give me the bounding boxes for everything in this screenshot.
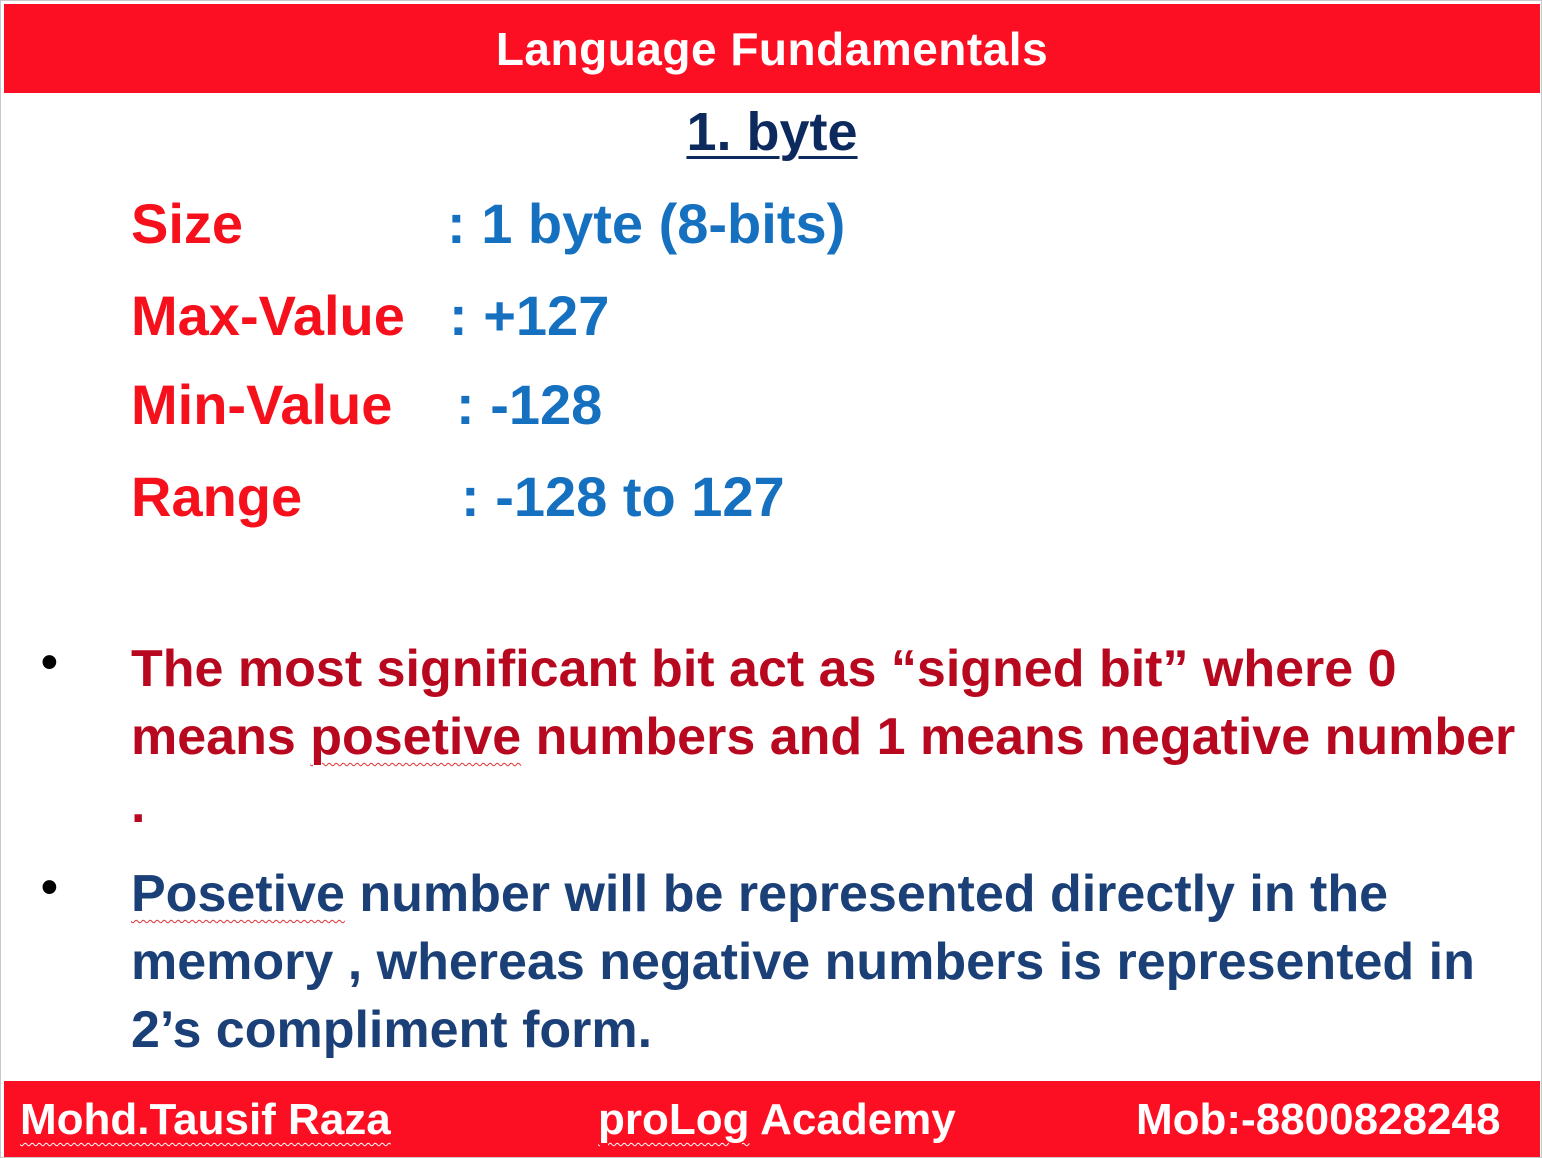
spec-value: : -128	[456, 373, 603, 436]
misspelled-word: posetive	[310, 708, 522, 766]
spec-value: : +127	[449, 284, 610, 347]
section-heading: 1. byte	[686, 102, 858, 162]
footer-academy-brand: proLog	[598, 1095, 750, 1144]
footer-academy: proLog Academy	[598, 1095, 956, 1145]
bullet-text-part: numbers and 1 means negative number .	[131, 708, 1516, 834]
bullet-icon: •	[41, 636, 58, 689]
misspelled-word: Posetive	[131, 865, 345, 923]
bullet-icon: •	[41, 861, 58, 914]
page-title: Language Fundamentals	[495, 22, 1049, 75]
footer-author: Mohd.Tausif Raza	[20, 1095, 391, 1144]
footer-mobile: Mob:-8800828248	[1136, 1095, 1501, 1144]
spec-label: Min-Value	[131, 373, 393, 436]
footer-academy-suffix: Academy	[749, 1095, 956, 1144]
spec-value: : -128 to 127	[461, 465, 785, 528]
bullet-text-part: The most significant bit act as “signed …	[131, 640, 1397, 766]
spec-label: Size	[131, 192, 244, 255]
footer-banner: Mohd.Tausif Raza proLog Academy Mob:-880…	[4, 1081, 1540, 1157]
bullet-text-part: number will be represented directly in t…	[131, 865, 1475, 1059]
spec-value: : 1 byte (8-bits)	[447, 192, 846, 255]
spec-label: Max-Value	[131, 284, 405, 347]
header-banner: Language Fundamentals	[4, 4, 1540, 93]
spec-label: Range	[131, 465, 303, 528]
bullet-text: The most significant bit act as “signed …	[131, 635, 1531, 839]
bullet-text: Posetive number will be represented dire…	[131, 860, 1531, 1064]
